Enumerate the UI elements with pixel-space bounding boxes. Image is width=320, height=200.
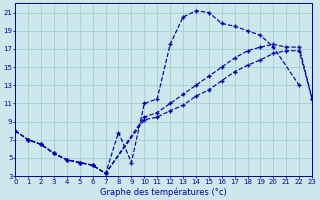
- X-axis label: Graphe des températures (°c): Graphe des températures (°c): [100, 187, 227, 197]
